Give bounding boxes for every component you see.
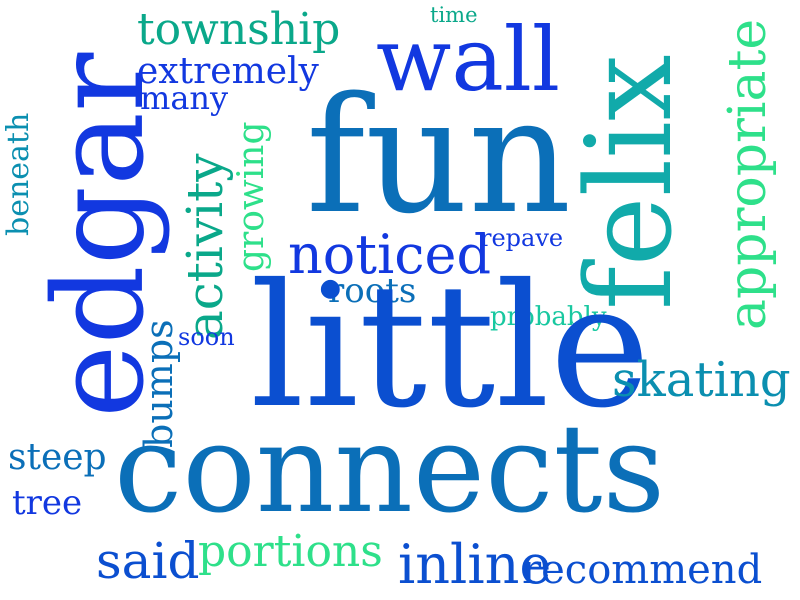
- word-many: many: [140, 79, 229, 117]
- word-fun: fun: [306, 62, 572, 249]
- word-little: little: [250, 248, 651, 446]
- word-beneath: beneath: [1, 112, 36, 236]
- word-soon: soon: [178, 323, 235, 351]
- word-repave: repave: [480, 224, 564, 252]
- word-time: time: [430, 3, 478, 27]
- word-recommend: recommend: [522, 547, 763, 593]
- word-inline: inline: [398, 533, 552, 596]
- word-appropriate: appropriate: [718, 18, 778, 330]
- word-steep: steep: [8, 437, 107, 478]
- word-noticed: noticed: [288, 223, 492, 286]
- word-portions: portions: [198, 526, 383, 577]
- word-connects: connects: [114, 398, 666, 540]
- word-wall: wall: [376, 8, 561, 111]
- word-said: said: [96, 532, 200, 590]
- word-township: township: [137, 4, 341, 55]
- word-extremely: extremely: [137, 51, 319, 92]
- word-skating: skating: [612, 352, 791, 408]
- word-activity: activity: [176, 153, 234, 340]
- word-roots: roots: [328, 271, 417, 311]
- word-probably: probably: [490, 302, 607, 332]
- word-tree: tree: [12, 483, 83, 523]
